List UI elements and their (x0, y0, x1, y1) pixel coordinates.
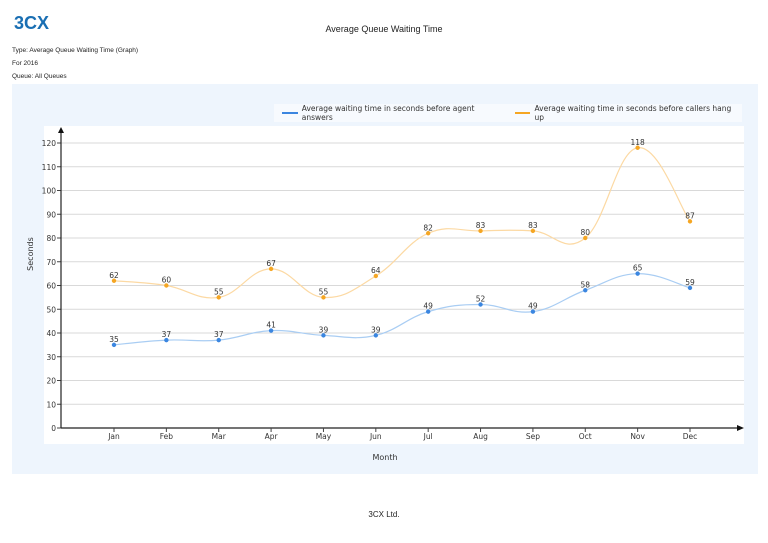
data-point-marker (216, 295, 221, 300)
data-label: 49 (528, 302, 538, 311)
data-label: 37 (162, 330, 172, 339)
data-point-marker (530, 228, 536, 234)
data-label: 35 (109, 335, 119, 344)
data-point-marker (216, 337, 221, 343)
data-point-marker (373, 273, 379, 279)
data-label: 55 (214, 287, 224, 296)
x-axis-label: Month (372, 453, 397, 462)
data-label: 62 (109, 271, 119, 280)
x-tick-label: Oct (579, 432, 592, 441)
legend-swatch-orange-icon (514, 112, 531, 114)
data-point-marker (111, 342, 117, 348)
series-line-callers-hang-up (113, 147, 691, 299)
x-tick-label: Nov (630, 432, 645, 441)
data-point-marker (164, 337, 169, 343)
x-tick-label: Apr (265, 432, 279, 441)
y-tick-label: 60 (46, 282, 56, 291)
y-tick-label: 110 (42, 163, 57, 172)
y-tick-label: 80 (46, 234, 56, 243)
data-label: 41 (266, 321, 276, 330)
x-tick-label: Sep (526, 432, 540, 441)
data-point-marker (425, 231, 431, 236)
data-label: 39 (371, 325, 381, 334)
x-tick-label: Feb (160, 432, 174, 441)
data-label: 67 (266, 259, 276, 268)
data-label: 64 (371, 266, 381, 275)
data-label: 82 (423, 223, 433, 232)
legend-label: Average waiting time in seconds before a… (301, 104, 475, 122)
legend-label: Average waiting time in seconds before c… (534, 104, 732, 122)
data-label: 49 (423, 302, 433, 311)
data-point-marker (635, 271, 640, 276)
data-point-marker (583, 288, 588, 293)
x-tick-label: Mar (212, 432, 227, 441)
data-label: 87 (685, 211, 695, 220)
data-point-marker (687, 219, 693, 224)
data-point-marker (268, 266, 274, 272)
data-label: 37 (214, 330, 224, 339)
chart-legend: Average waiting time in seconds before a… (274, 104, 742, 122)
data-label: 83 (476, 221, 486, 230)
legend-item-agent-answers[interactable]: Average waiting time in seconds before a… (282, 104, 505, 122)
x-tick-label: Jul (423, 432, 433, 441)
y-axis-label: Seconds (26, 237, 35, 271)
data-point-marker (164, 283, 169, 288)
y-tick-label: 70 (46, 258, 56, 267)
report-queue: Queue: All Queues (12, 73, 67, 80)
y-tick-label: 120 (42, 139, 57, 148)
y-tick-label: 100 (42, 187, 57, 196)
data-label: 52 (476, 295, 486, 304)
y-tick-label: 30 (46, 353, 56, 362)
data-label: 60 (162, 276, 172, 285)
x-tick-label: Aug (473, 432, 488, 441)
data-point-marker (425, 309, 431, 314)
data-label: 59 (685, 278, 695, 287)
y-tick-label: 90 (46, 210, 56, 219)
report-period: For 2016 (12, 60, 39, 67)
x-tick-label: May (316, 432, 332, 441)
report-type: Type: Average Queue Waiting Time (Graph) (12, 47, 139, 54)
data-point-marker (687, 285, 693, 291)
data-label: 58 (580, 280, 590, 289)
data-point-marker (321, 333, 326, 338)
data-point-marker (321, 295, 326, 300)
y-tick-label: 50 (46, 305, 56, 314)
y-tick-label: 10 (46, 400, 56, 409)
x-axis-arrow-icon (737, 425, 744, 431)
y-axis-arrow-icon (58, 127, 64, 133)
data-point-marker (268, 328, 274, 333)
legend-swatch-blue-icon (282, 112, 298, 114)
data-point-marker (478, 302, 483, 307)
x-tick-label: Dec (683, 432, 698, 441)
x-tick-label: Jan (107, 432, 120, 441)
y-tick-label: 40 (46, 329, 56, 338)
data-label: 83 (528, 221, 538, 230)
data-point-marker (373, 333, 379, 338)
data-point-marker (635, 145, 640, 150)
logo-text: 3CX (14, 13, 49, 33)
data-point-marker (111, 278, 117, 283)
data-label: 65 (633, 264, 643, 273)
y-tick-label: 20 (46, 377, 56, 386)
data-point-marker (583, 235, 588, 241)
data-label: 39 (319, 325, 329, 334)
data-label: 80 (580, 228, 590, 237)
series-line-agent-answers (113, 273, 691, 346)
3cx-logo: 3CX (14, 13, 49, 33)
data-point-marker (478, 228, 483, 234)
data-label: 118 (630, 138, 645, 147)
data-point-marker (530, 309, 536, 314)
footer-company: 3CX Ltd. (368, 510, 400, 519)
y-tick-label: 0 (51, 424, 56, 433)
data-label: 55 (319, 287, 329, 296)
x-tick-label: Jun (369, 432, 382, 441)
legend-item-callers-hang-up[interactable]: Average waiting time in seconds before c… (514, 104, 740, 122)
report-title: Average Queue Waiting Time (325, 24, 443, 34)
